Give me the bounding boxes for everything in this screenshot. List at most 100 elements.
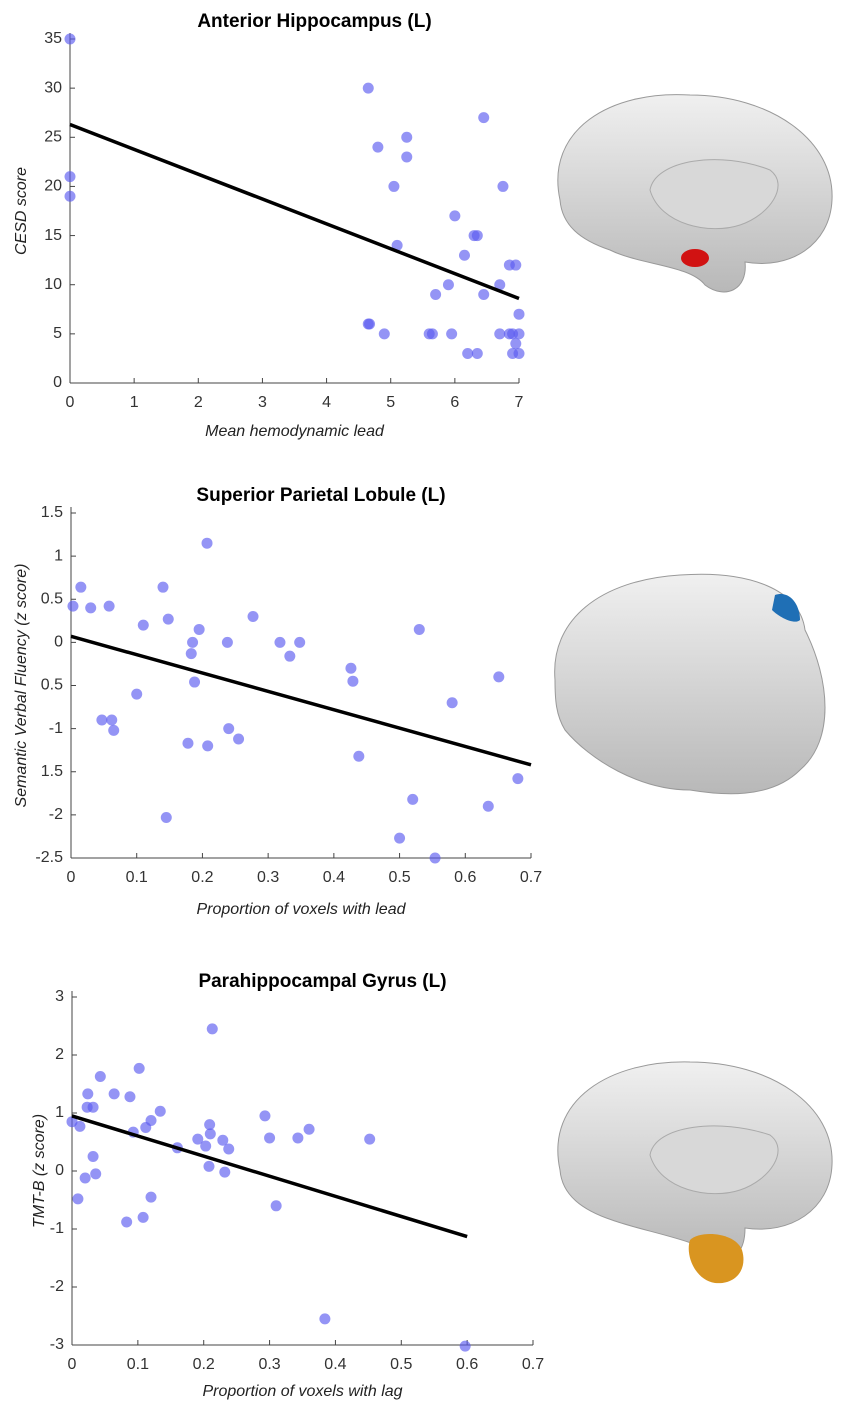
data-point: [259, 1110, 270, 1121]
x-tick-label: 4: [322, 394, 331, 411]
x-tick-label: 3: [258, 394, 267, 411]
data-point: [364, 319, 375, 330]
data-point: [205, 1128, 216, 1139]
data-point: [472, 230, 483, 241]
data-point: [494, 328, 505, 339]
data-point: [88, 1151, 99, 1162]
data-point: [202, 538, 213, 549]
data-point: [514, 348, 525, 359]
y-tick-label: -2: [50, 1278, 64, 1295]
x-tick-label: 0.6: [454, 869, 476, 886]
data-point: [512, 773, 523, 784]
y-tick-label: 2: [55, 1046, 64, 1063]
y-tick-label: 5: [53, 325, 62, 342]
data-point: [510, 338, 521, 349]
y-tick-label: 30: [44, 79, 62, 96]
data-point: [414, 624, 425, 635]
x-tick-label: 0.3: [258, 1356, 280, 1373]
data-point: [514, 328, 525, 339]
brain-image: [555, 574, 825, 794]
data-point: [146, 1115, 157, 1126]
data-point: [497, 181, 508, 192]
data-point: [90, 1168, 101, 1179]
x-tick-label: 0.7: [522, 1356, 544, 1373]
y-tick-label: 0: [53, 374, 62, 391]
data-point: [65, 171, 76, 182]
data-point: [447, 697, 458, 708]
data-point: [271, 1200, 282, 1211]
data-point: [483, 801, 494, 812]
y-tick-label: 1: [55, 1104, 64, 1121]
data-point: [430, 289, 441, 300]
data-point: [158, 582, 169, 593]
data-point: [510, 260, 521, 271]
x-tick-label: 0.7: [520, 869, 542, 886]
data-point: [462, 348, 473, 359]
data-point: [106, 715, 117, 726]
data-point: [292, 1132, 303, 1143]
x-tick-label: 1: [130, 394, 139, 411]
data-point: [138, 620, 149, 631]
y-tick-label: 0.5: [41, 590, 63, 607]
data-point: [353, 751, 364, 762]
data-point: [388, 181, 399, 192]
data-point: [161, 812, 172, 823]
data-point: [67, 601, 78, 612]
data-point: [233, 733, 244, 744]
figure: Anterior Hippocampus (L)0510152025303501…: [0, 0, 845, 1406]
data-point: [131, 689, 142, 700]
data-point: [223, 1143, 234, 1154]
y-tick-label: -2.5: [35, 849, 63, 866]
x-axis-label: Mean hemodynamic lead: [205, 423, 385, 440]
y-tick-label: 35: [44, 30, 62, 47]
x-axis-label: Proportion of voxels with lag: [202, 1383, 402, 1400]
y-tick-label: 3: [55, 988, 64, 1005]
data-point: [186, 648, 197, 659]
data-point: [284, 651, 295, 662]
y-axis-label: CESD score: [13, 167, 30, 255]
data-point: [394, 833, 405, 844]
x-tick-label: 0.1: [126, 869, 148, 886]
x-tick-label: 0: [68, 1356, 77, 1373]
data-point: [264, 1132, 275, 1143]
data-point: [85, 602, 96, 613]
y-tick-label: -1: [49, 720, 63, 737]
data-point: [449, 210, 460, 221]
data-point: [109, 1088, 120, 1099]
data-point: [345, 663, 356, 674]
x-tick-label: 0.6: [456, 1356, 478, 1373]
y-tick-label: 20: [44, 178, 62, 195]
y-tick-label: 0: [55, 1162, 64, 1179]
brain-image: [558, 1062, 832, 1283]
y-tick-label: 1.5: [41, 763, 63, 780]
y-tick-label: 1: [54, 547, 63, 564]
x-tick-label: 6: [450, 394, 459, 411]
y-tick-label: 15: [44, 227, 62, 244]
data-point: [514, 309, 525, 320]
y-tick-label: 25: [44, 129, 62, 146]
data-point: [194, 624, 205, 635]
data-point: [401, 151, 412, 162]
data-point: [459, 250, 470, 261]
data-point: [203, 1161, 214, 1172]
x-tick-label: 0: [66, 394, 75, 411]
x-tick-label: 0.1: [127, 1356, 149, 1373]
y-axis-label: TMT-B (z score): [31, 1114, 48, 1228]
data-point: [372, 142, 383, 153]
data-point: [187, 637, 198, 648]
data-point: [446, 328, 457, 339]
data-point: [182, 738, 193, 749]
data-point: [478, 289, 489, 300]
data-point: [219, 1167, 230, 1178]
data-point: [427, 328, 438, 339]
y-axis-label: Semantic Verbal Fluency (z score): [13, 564, 30, 808]
data-point: [430, 853, 441, 864]
data-point: [364, 1134, 375, 1145]
x-tick-label: 0.5: [388, 869, 410, 886]
y-tick-label: -2: [49, 806, 63, 823]
data-point: [80, 1172, 91, 1183]
x-tick-label: 0.4: [323, 869, 345, 886]
data-point: [163, 614, 174, 625]
y-tick-label: 0: [54, 634, 63, 651]
data-point: [248, 611, 259, 622]
